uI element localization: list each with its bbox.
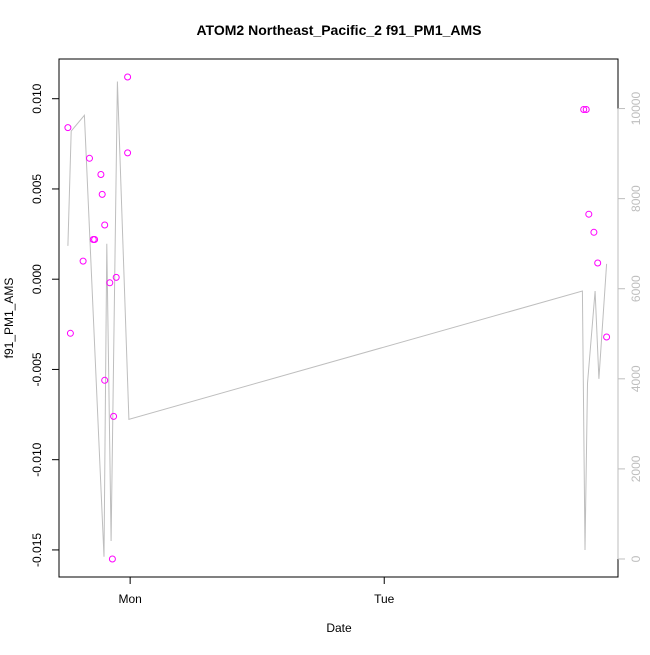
y-tick-label-left: 0.010 [30, 83, 44, 113]
plot-area: Mon Tue -0.015 -0.010 -0.005 0.000 0.005 0.010 0… [30, 58, 643, 606]
data-point [91, 236, 99, 243]
x-axis-label: Date [326, 621, 352, 635]
y-tick-label-right: 4000 [629, 365, 643, 392]
y-tick-label-right: 2000 [629, 455, 643, 482]
data-point [124, 149, 132, 157]
y-tick-label-left: -0.015 [30, 533, 44, 567]
data-point [580, 106, 588, 113]
x-tick-label: Tue [374, 592, 395, 606]
y-tick-label-right: 10000 [629, 92, 643, 126]
data-point [86, 154, 93, 162]
data-point [108, 555, 116, 563]
y-tick-label-left: 0.005 [30, 174, 44, 204]
data-point [112, 273, 120, 281]
y-axis-label: f91_PM1_AMS [2, 278, 16, 359]
data-point [101, 221, 109, 229]
x-tick-label: Mon [118, 592, 141, 606]
data-point [106, 279, 114, 287]
data-point [585, 210, 593, 218]
y-tick-label-right: 8000 [629, 185, 643, 212]
y-tick-label-left: -0.010 [30, 442, 44, 476]
data-point [64, 124, 72, 132]
y-tick-label-left: -0.005 [30, 352, 44, 386]
data-point [594, 259, 602, 267]
series-line-right [67, 81, 608, 557]
data-point [97, 171, 105, 178]
data-point [79, 257, 87, 265]
data-point [603, 333, 611, 341]
chart-title: ATOM2 Northeast_Pacific_2 f91_PM1_AMS [196, 22, 481, 38]
data-point [66, 329, 74, 337]
y-tick-label-right: 6000 [629, 275, 643, 302]
data-point [582, 106, 590, 113]
y-tick-label-left: 0.000 [30, 264, 44, 294]
data-point [590, 228, 598, 236]
data-point [110, 412, 118, 420]
data-point [124, 73, 132, 81]
data-point [98, 190, 106, 198]
data-point [101, 376, 109, 384]
y-tick-label-right: 0 [629, 555, 643, 562]
